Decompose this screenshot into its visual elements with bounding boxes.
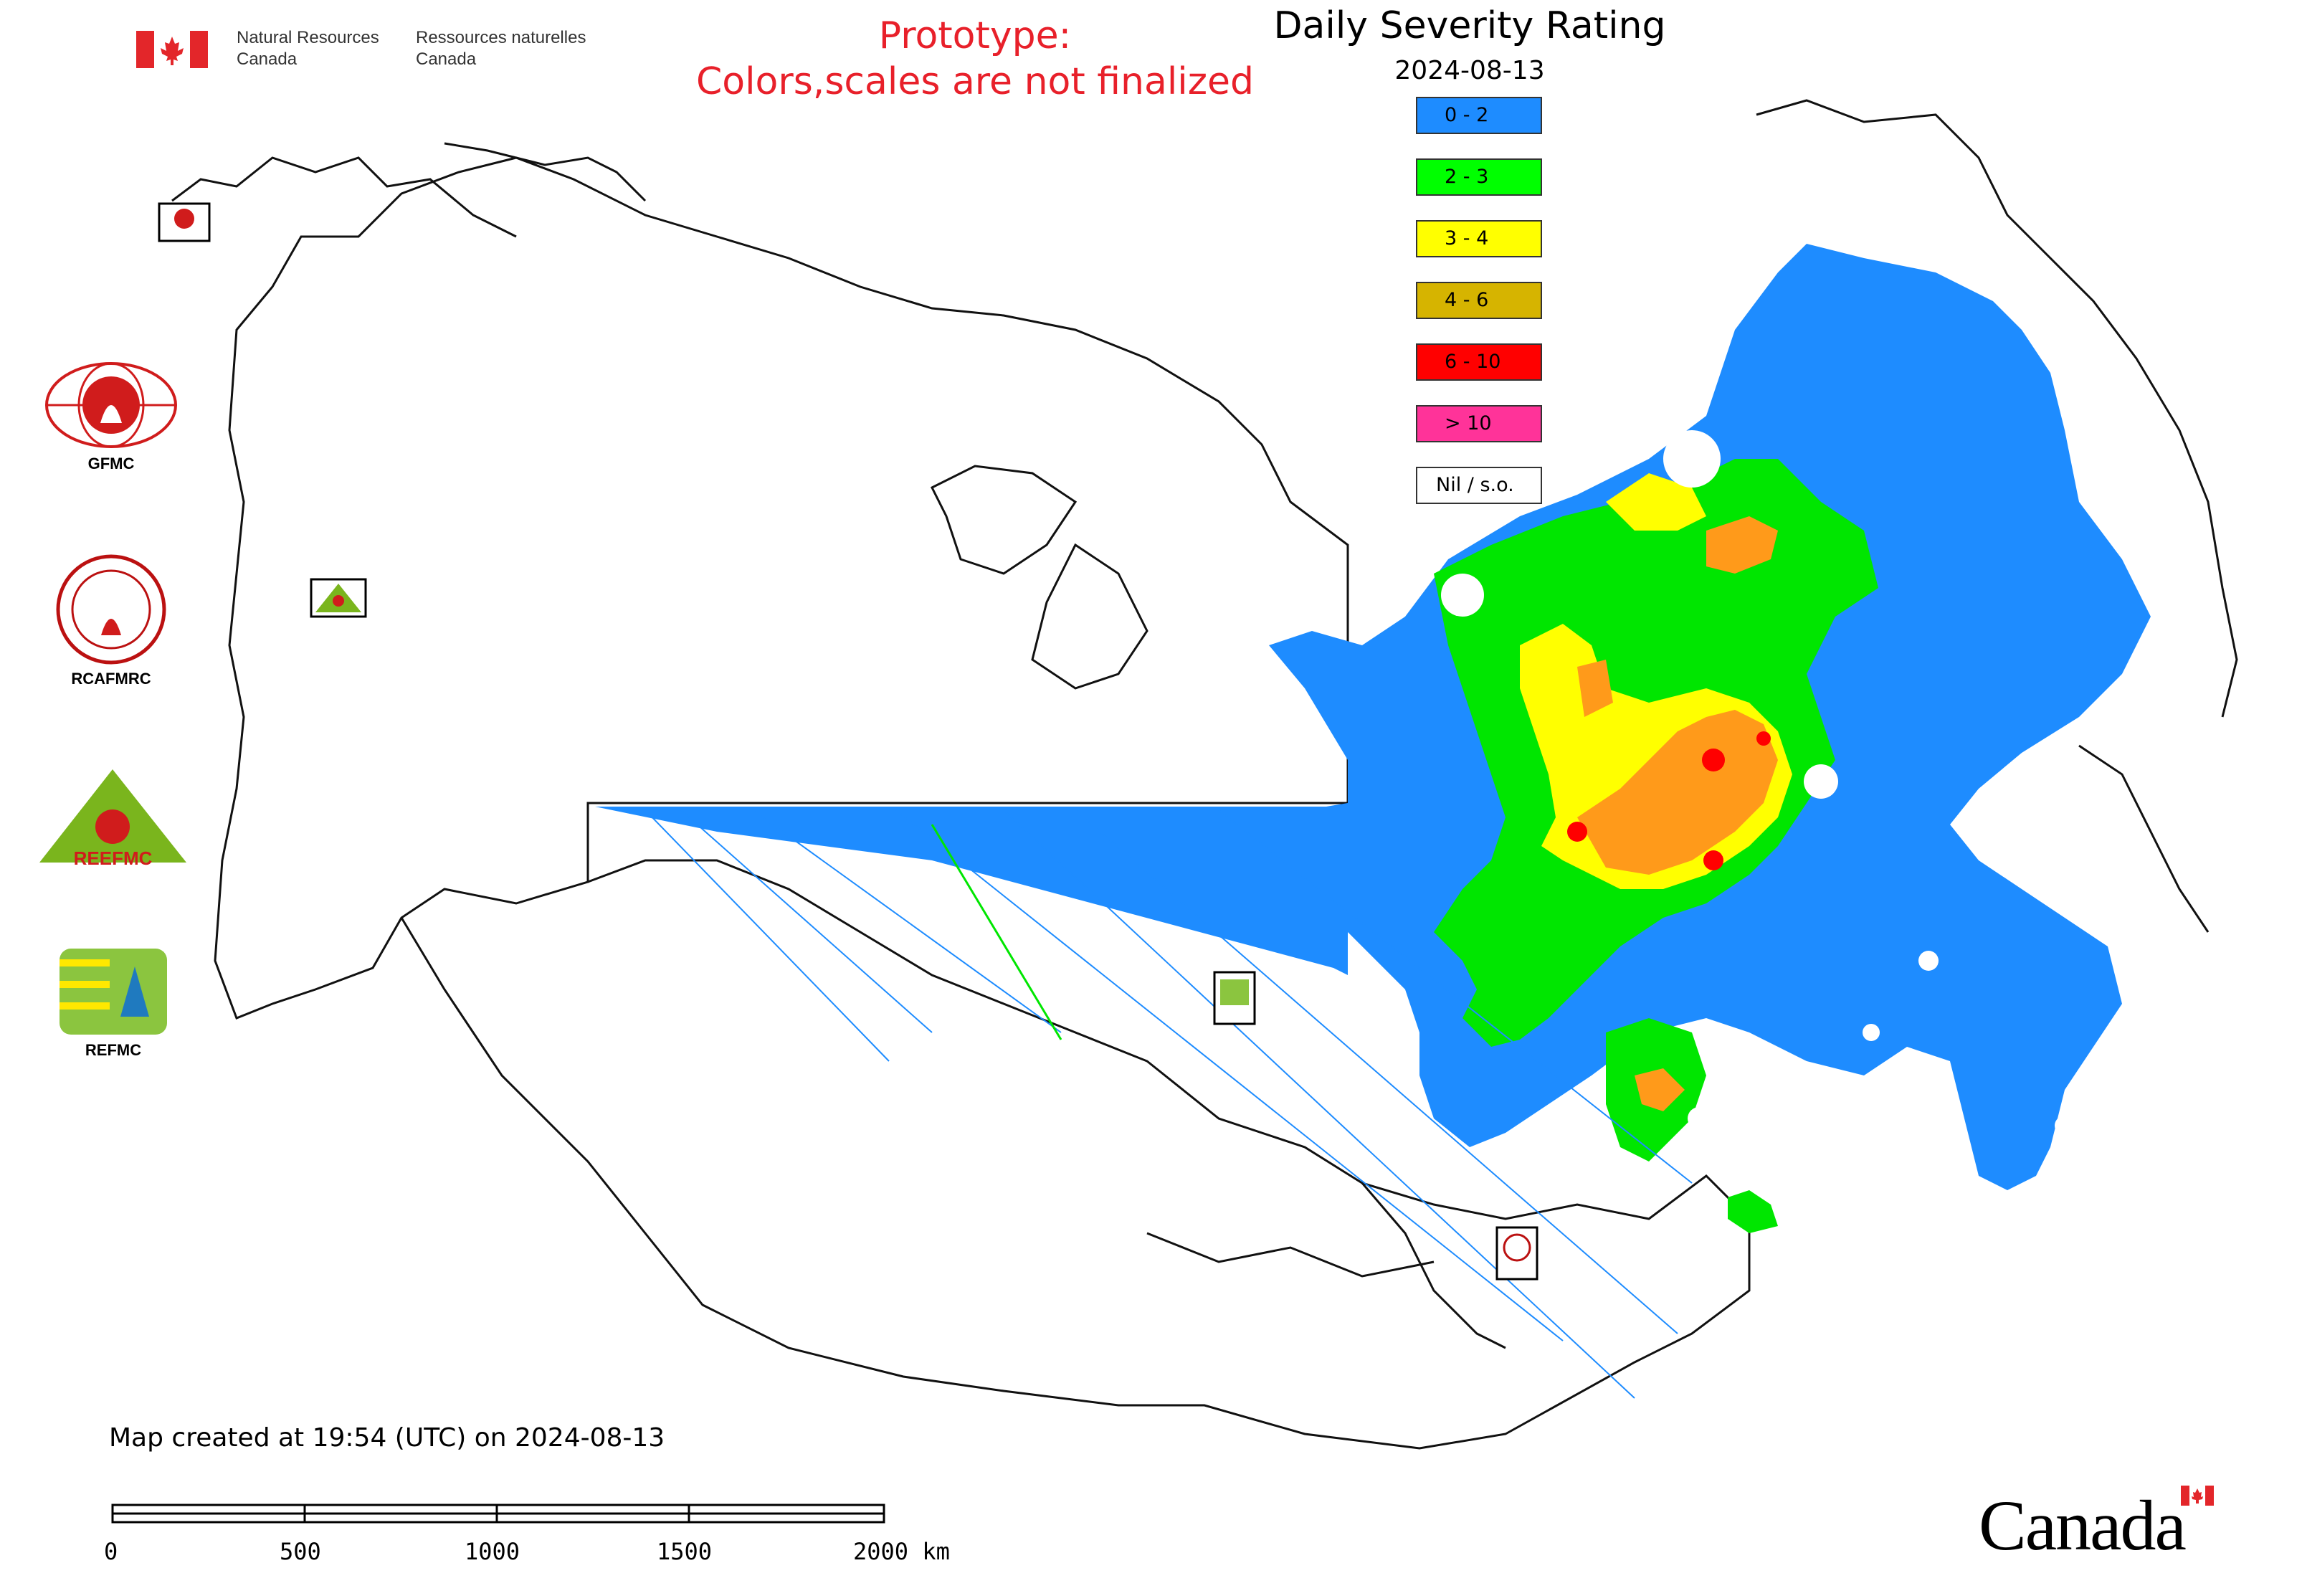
gov-name-fr: Ressources naturelles Canada [416,27,586,70]
marker-refmc [1213,971,1256,1025]
prototype-line1: Prototype: [878,14,1072,57]
country-outlines [171,99,2238,1450]
legend-item: Nil / s.o. [1416,467,1542,504]
severity-spot-6-10 [1702,749,1725,771]
scale-label: 1500 [657,1538,713,1565]
scale-label: 2000 km [853,1538,950,1565]
logo-reefmc: REEFMC [36,766,190,870]
gov-en-line2: Canada [237,49,298,69]
map-created-note: Map created at 19:54 (UTC) on 2024-08-13 [109,1423,665,1453]
nil-area [1863,1024,1880,1041]
reprojection-streaks-green [931,824,1062,1040]
nil-area [2055,1116,2075,1136]
map-title: Daily Severity Rating [1273,4,1666,47]
legend-item: > 10 [1416,405,1542,442]
gov-fr-line1: Ressources naturelles [416,28,586,47]
reprojection-streaks [645,809,1693,1399]
reefmc-logo-icon [39,769,186,863]
logo-refmc: REFMC [56,945,171,1060]
logo-gfmc: GFMC [39,358,183,473]
legend-item: 3 - 4 [1416,220,1542,257]
nil-area [1441,574,1484,617]
severity-region-4-6-east [1577,660,1613,717]
marker-gfmc [158,202,211,242]
severity-spot-6-10 [1567,822,1587,842]
severity-fields [595,244,2151,1233]
severity-region-4-6-south [1635,1068,1685,1111]
reefmc-mark: REEFMC [73,847,153,869]
nil-area [1918,951,1939,971]
legend-item: 6 - 10 [1416,343,1542,381]
canada-wordmark: Canada [1979,1484,2222,1565]
nil-area [1663,430,1721,488]
gov-en-line1: Natural Resources [237,28,379,47]
scale-bar-graphic [111,1504,885,1524]
severity-region-4-6 [1577,710,1778,875]
scale-label: 0 [104,1538,118,1565]
scale-bar: 0 500 1000 1500 2000 km [100,1502,975,1567]
legend-item: 2 - 3 [1416,158,1542,196]
canada-wordmark-flag-icon [2181,1486,2214,1506]
gov-name-en: Natural Resources Canada [237,27,379,70]
severity-spot-6-10 [1756,731,1771,746]
rcafmrc-logo-icon [56,554,166,665]
prototype-line2: Colors,scales are not finalized [695,60,1255,103]
severity-region-3-4-north [1606,473,1706,531]
gfmc-label: GFMC [87,455,135,472]
government-signature: Natural Resources Canada Ressources natu… [136,27,609,77]
refmc-logo-icon [60,949,167,1035]
severity-spot-6-10 [1703,850,1723,870]
nil-area [1688,1107,1711,1130]
severity-region-4-6-north [1706,516,1778,574]
nil-area [1804,764,1838,799]
gov-fr-line2: Canada [416,49,477,69]
marker-reefmc [310,578,367,618]
legend: 0 - 2 2 - 3 3 - 4 4 - 6 6 - 10 > 10 Nil / s.o. [1416,97,1545,505]
refmc-label: REFMC [85,1041,142,1059]
severity-region-2-3-island [1728,1190,1778,1233]
legend-item: 4 - 6 [1416,282,1542,319]
canada-wordmark-text: Canada [1979,1486,2187,1565]
scale-label: 1000 [465,1538,520,1565]
legend-item: 0 - 2 [1416,97,1542,134]
prototype-notice: Prototype: Colors,scales are not finaliz… [631,13,1319,105]
gfmc-logo-icon [45,362,177,448]
severity-region-0-2-tail [595,807,1348,975]
marker-rcafmrc [1495,1226,1538,1281]
scale-label: 500 [280,1538,321,1565]
map-date: 2024-08-13 [1394,56,1545,85]
logo-rcafmrc: RCAFMRC [54,552,168,688]
rcafmrc-label: RCAFMRC [71,670,151,688]
canada-flag-icon [136,31,208,68]
